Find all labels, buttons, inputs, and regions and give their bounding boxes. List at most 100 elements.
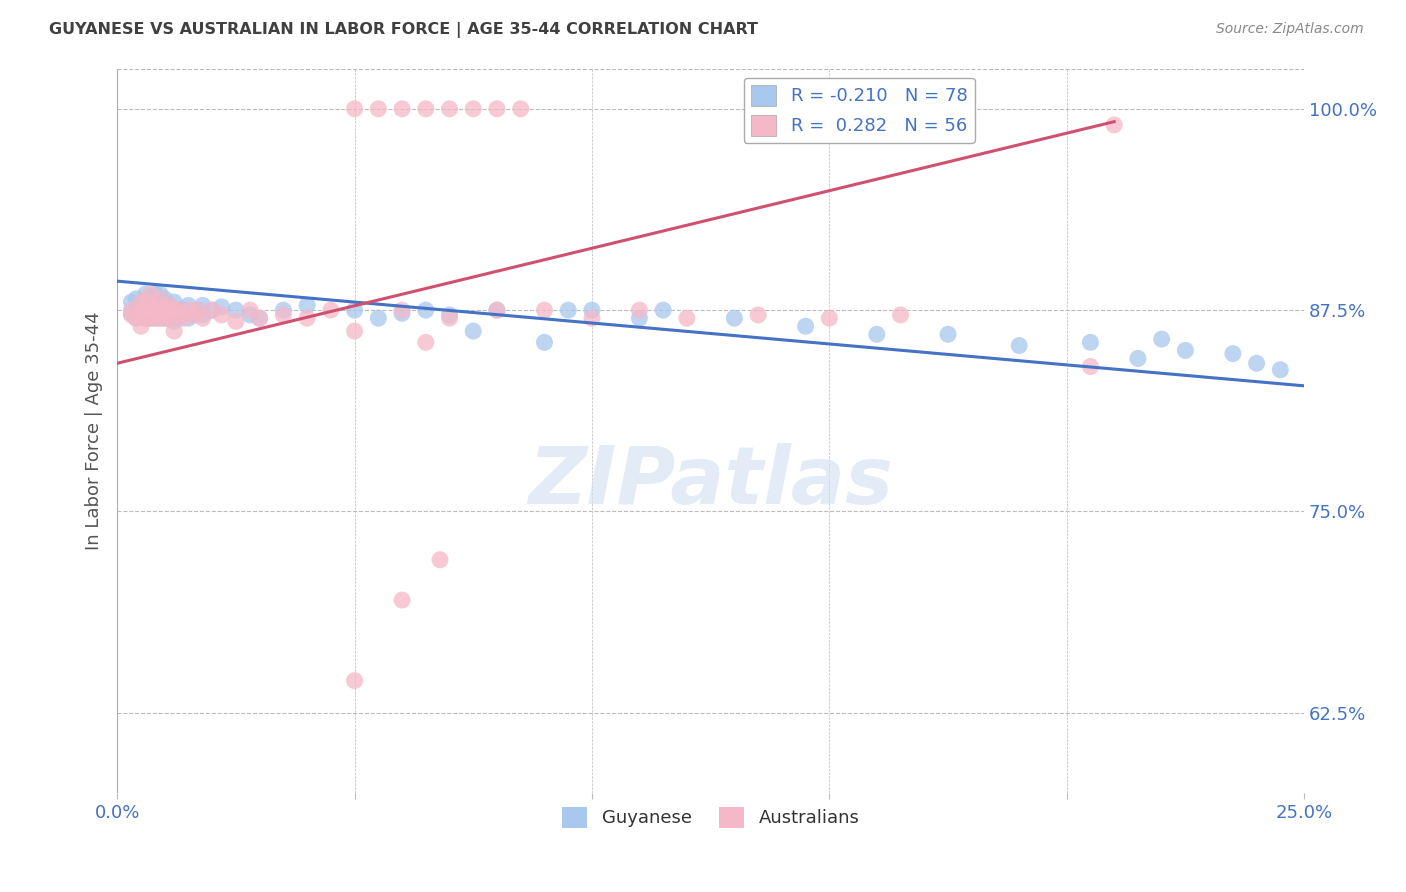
Point	[391, 303, 413, 318]
Point	[135, 287, 157, 301]
Point	[391, 102, 413, 116]
Point	[120, 308, 142, 322]
Point	[201, 303, 224, 318]
Point	[167, 308, 190, 322]
Point	[143, 287, 166, 301]
Point	[135, 295, 157, 310]
Point	[794, 319, 817, 334]
Point	[533, 303, 555, 318]
Point	[415, 102, 437, 116]
Point	[135, 311, 157, 326]
Point	[157, 303, 180, 318]
Point	[628, 311, 651, 326]
Point	[157, 311, 180, 326]
Point	[135, 311, 157, 326]
Point	[249, 311, 271, 326]
Point	[149, 303, 172, 318]
Point	[181, 308, 204, 322]
Point	[139, 311, 162, 326]
Point	[367, 311, 389, 326]
Point	[652, 303, 675, 318]
Point	[439, 308, 461, 322]
Point	[187, 303, 209, 318]
Text: Source: ZipAtlas.com: Source: ZipAtlas.com	[1216, 22, 1364, 37]
Point	[173, 311, 195, 326]
Point	[163, 303, 186, 318]
Point	[139, 303, 162, 318]
Point	[149, 287, 172, 301]
Point	[225, 314, 247, 328]
Point	[173, 303, 195, 318]
Point	[157, 298, 180, 312]
Point	[463, 324, 485, 338]
Point	[125, 292, 148, 306]
Point	[163, 324, 186, 338]
Point	[936, 327, 959, 342]
Point	[135, 295, 157, 310]
Point	[143, 303, 166, 318]
Point	[153, 298, 176, 312]
Point	[1174, 343, 1197, 358]
Point	[1150, 332, 1173, 346]
Point	[676, 311, 699, 326]
Point	[866, 327, 889, 342]
Point	[143, 311, 166, 326]
Point	[139, 295, 162, 310]
Point	[747, 308, 769, 322]
Point	[135, 303, 157, 318]
Point	[153, 303, 176, 318]
Point	[581, 303, 603, 318]
Point	[343, 102, 366, 116]
Point	[628, 303, 651, 318]
Point	[143, 303, 166, 318]
Point	[211, 300, 233, 314]
Point	[139, 303, 162, 318]
Point	[157, 298, 180, 312]
Point	[429, 553, 451, 567]
Point	[135, 303, 157, 318]
Point	[239, 308, 262, 322]
Point	[273, 308, 295, 322]
Text: GUYANESE VS AUSTRALIAN IN LABOR FORCE | AGE 35-44 CORRELATION CHART: GUYANESE VS AUSTRALIAN IN LABOR FORCE | …	[49, 22, 758, 38]
Point	[125, 311, 148, 326]
Point	[129, 303, 152, 318]
Point	[191, 308, 214, 322]
Point	[149, 292, 172, 306]
Point	[177, 303, 200, 318]
Point	[153, 311, 176, 326]
Point	[177, 298, 200, 312]
Point	[129, 303, 152, 318]
Point	[201, 303, 224, 318]
Point	[1080, 359, 1102, 374]
Point	[153, 292, 176, 306]
Point	[343, 303, 366, 318]
Point	[129, 295, 152, 310]
Point	[167, 311, 190, 326]
Point	[225, 303, 247, 318]
Point	[1080, 335, 1102, 350]
Point	[415, 303, 437, 318]
Point	[181, 308, 204, 322]
Point	[343, 324, 366, 338]
Point	[1270, 362, 1292, 376]
Point	[135, 308, 157, 322]
Point	[557, 303, 579, 318]
Point	[509, 102, 531, 116]
Legend: Guyanese, Australians: Guyanese, Australians	[555, 800, 866, 835]
Point	[1008, 338, 1031, 352]
Point	[889, 308, 911, 322]
Point	[415, 335, 437, 350]
Point	[157, 311, 180, 326]
Point	[439, 102, 461, 116]
Text: ZIPatlas: ZIPatlas	[529, 442, 893, 521]
Point	[120, 303, 142, 318]
Point	[143, 295, 166, 310]
Point	[1102, 118, 1125, 132]
Point	[1222, 346, 1244, 360]
Point	[273, 303, 295, 318]
Point	[157, 303, 180, 318]
Point	[149, 303, 172, 318]
Point	[485, 102, 508, 116]
Point	[533, 335, 555, 350]
Point	[211, 308, 233, 322]
